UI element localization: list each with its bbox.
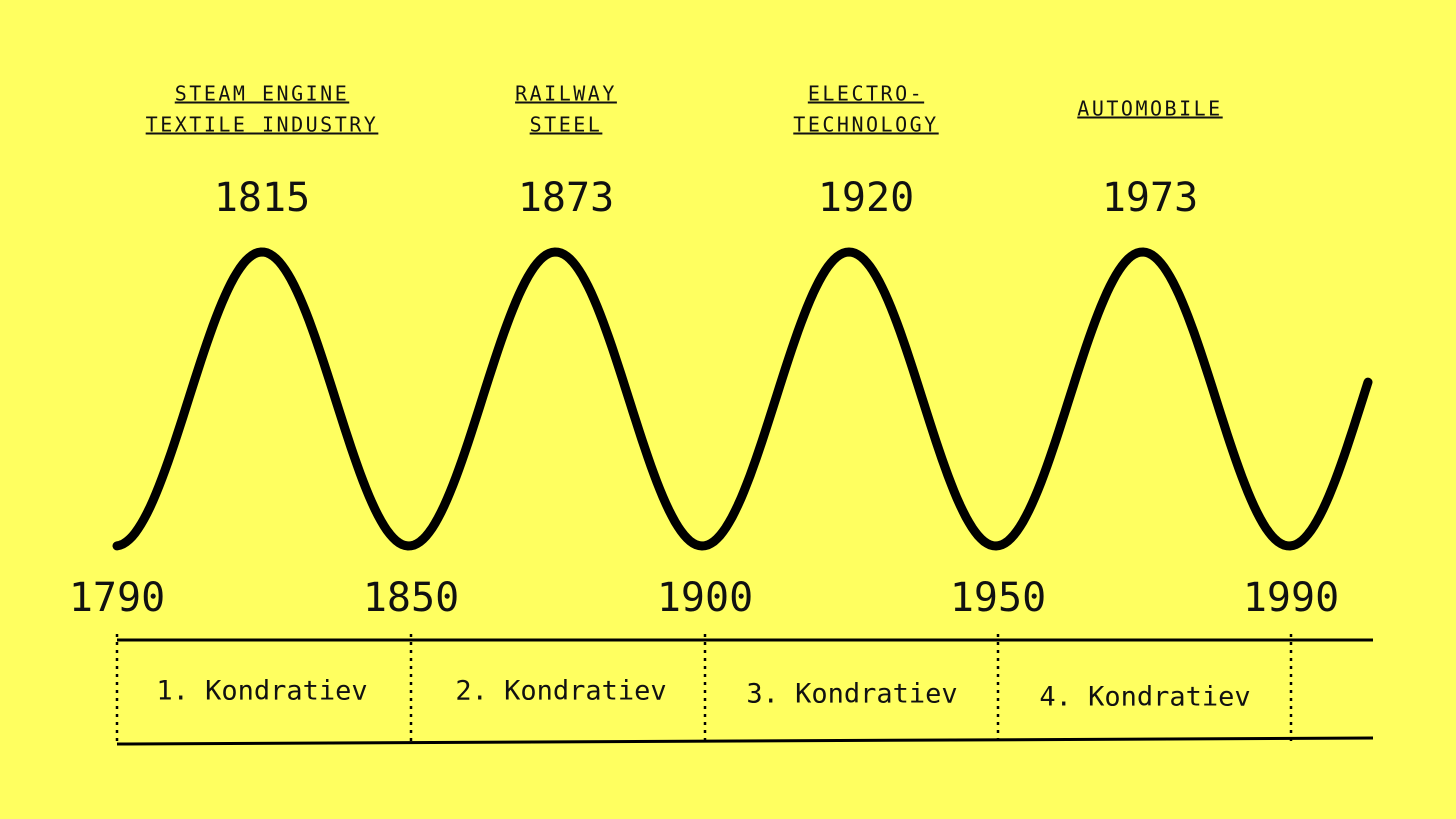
trough-year: 1900: [657, 575, 753, 621]
labels: STEAM ENGINE TEXTILE INDUSTRY 1815 RAILWAY S…: [69, 82, 1339, 742]
cycle-label: 4. Kondratiev: [1039, 682, 1250, 713]
trough-year: 1850: [363, 575, 459, 621]
wave-curve: [112, 247, 1373, 551]
table-bottom: [116, 736, 1374, 746]
innovation-label: TEXTILE INDUSTRY: [146, 113, 379, 137]
trough-year: 1990: [1243, 575, 1339, 621]
cycle-label: 2. Kondratiev: [455, 676, 666, 707]
trough-year: 1950: [950, 575, 1046, 621]
innovation-label: TECHNOLOGY: [793, 113, 938, 137]
peak-year: 1815: [214, 175, 310, 221]
innovation-label: RAILWAY: [515, 82, 617, 106]
trough-year: 1790: [69, 575, 165, 621]
innovation-label: STEEL: [530, 113, 603, 137]
peak-year: 1873: [518, 175, 614, 221]
cycle-label: 1. Kondratiev: [156, 676, 367, 707]
peak-year: 1973: [1102, 175, 1198, 221]
cycle-label: 3. Kondratiev: [746, 679, 957, 710]
peak-year: 1920: [818, 175, 914, 221]
innovation-label: STEAM ENGINE: [175, 82, 350, 106]
innovation-label: AUTOMOBILE: [1077, 97, 1222, 121]
innovation-label: ELECTRO-: [808, 82, 924, 106]
